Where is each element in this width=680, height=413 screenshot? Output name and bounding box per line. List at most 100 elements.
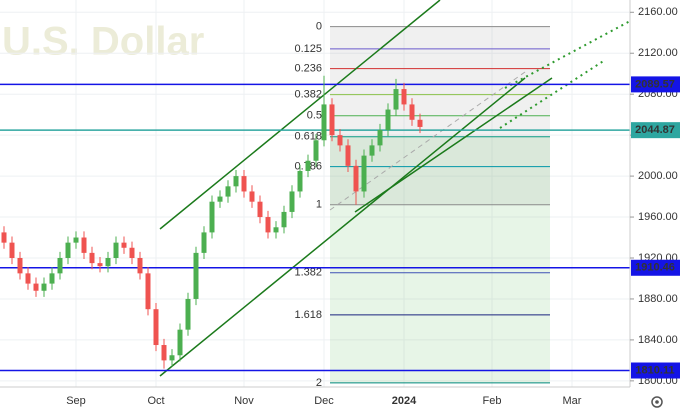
fib-label: 0.5: [307, 110, 322, 122]
candle-body: [89, 252, 95, 264]
y-tick-label: 1840.00: [638, 334, 678, 346]
y-tick-label: 2000.00: [638, 170, 678, 182]
candle-body: [201, 232, 207, 253]
x-tick-label: Oct: [147, 395, 164, 407]
candle-body: [97, 263, 103, 267]
candle-body: [233, 176, 239, 187]
x-tick-label: Feb: [483, 395, 502, 407]
price-label: 2089.57: [635, 78, 675, 90]
candle-body: [273, 227, 279, 233]
candle-body: [361, 155, 367, 192]
candle-body: [353, 165, 359, 192]
candle-body: [225, 186, 231, 197]
candle-body: [369, 145, 375, 156]
axes: 1800.001840.001880.001920.001960.002000.…: [66, 6, 680, 407]
candle-body: [265, 217, 271, 233]
candle-body: [385, 109, 391, 131]
settings-button[interactable]: [651, 396, 663, 408]
candle-body: [121, 242, 127, 248]
candle-body: [137, 258, 143, 274]
candle-body: [25, 273, 31, 284]
candle-body: [185, 298, 191, 330]
candle-body: [313, 140, 319, 161]
candle-body: [329, 104, 335, 136]
settings-icon[interactable]: [651, 396, 663, 408]
time-axis: [0, 387, 630, 413]
candle-body: [217, 196, 223, 202]
candle-body: [345, 145, 351, 166]
candle-body: [209, 201, 215, 233]
x-tick-label: 2024: [392, 395, 417, 407]
candle-body: [401, 89, 407, 105]
price-label: 2044.87: [635, 124, 675, 136]
price-label-box: [631, 362, 680, 379]
candle-body: [9, 242, 15, 258]
fib-label: 0.618: [294, 131, 322, 143]
candle-body: [177, 329, 183, 356]
candles: [1, 75, 423, 369]
price-label: 1810.11: [635, 364, 674, 376]
candle-body: [417, 119, 423, 127]
fib-label: 0: [316, 21, 322, 33]
candle-body: [81, 237, 87, 253]
watermark: U.S. Dollar: [2, 20, 204, 64]
fibonacci: 00.1250.2360.3820.50.6180.78611.3821.618…: [294, 21, 550, 389]
candle-body: [161, 345, 167, 361]
y-tick-label: 1960.00: [638, 211, 678, 223]
channel-projection: [504, 19, 633, 89]
fib-zone: [330, 136, 550, 383]
candle-body: [249, 191, 255, 202]
candle-body: [257, 201, 263, 218]
candle-body: [289, 191, 295, 212]
fib-label: 0.382: [294, 89, 322, 101]
x-tick-label: Sep: [66, 395, 86, 407]
candle-body: [281, 211, 287, 228]
fib-label: 0.125: [294, 43, 322, 55]
price-axis: [630, 0, 680, 413]
x-tick-label: Nov: [234, 395, 254, 407]
candle-body: [33, 283, 39, 291]
x-tick-label: Mar: [563, 395, 582, 407]
grid: [0, 0, 630, 387]
fib-label: 1.618: [294, 309, 322, 321]
candle-body: [145, 273, 151, 310]
channel-inner: [354, 77, 553, 213]
price-label-box: [631, 76, 680, 93]
candle-body: [153, 309, 159, 346]
candle-body: [337, 135, 343, 146]
candle-body: [297, 170, 303, 192]
fib-label: 1.382: [294, 267, 322, 279]
price-label-box: [631, 259, 680, 276]
candle-body: [105, 258, 111, 267]
y-tick-label: 2120.00: [638, 47, 678, 59]
candle-body: [241, 176, 247, 192]
candle-body: [393, 89, 399, 110]
candle-body: [17, 258, 23, 274]
fib-label: 1: [316, 199, 322, 211]
y-tick-label: 2160.00: [638, 6, 678, 18]
candle-body: [377, 130, 383, 146]
settings-icon-center: [655, 400, 659, 404]
candle-body: [113, 242, 119, 258]
candle-body: [321, 104, 327, 141]
candle-body: [73, 237, 79, 243]
fib-label: 0.236: [294, 63, 322, 75]
drawings: [0, 0, 633, 377]
candle-body: [409, 104, 415, 120]
candle-body: [305, 160, 311, 171]
candle-body: [49, 273, 55, 284]
candle-body: [193, 252, 199, 299]
candle-body: [129, 247, 135, 258]
y-tick-label: 1880.00: [638, 293, 678, 305]
candle-body: [65, 242, 71, 258]
price-label: 1910.46: [635, 262, 675, 274]
candle-body: [57, 258, 63, 274]
candle-body: [169, 355, 175, 361]
fib-label: 2: [316, 377, 322, 389]
candle-body: [1, 232, 7, 243]
x-tick-label: Dec: [314, 395, 334, 407]
channel-upper: [159, 0, 441, 230]
price-label-box: [631, 122, 680, 139]
